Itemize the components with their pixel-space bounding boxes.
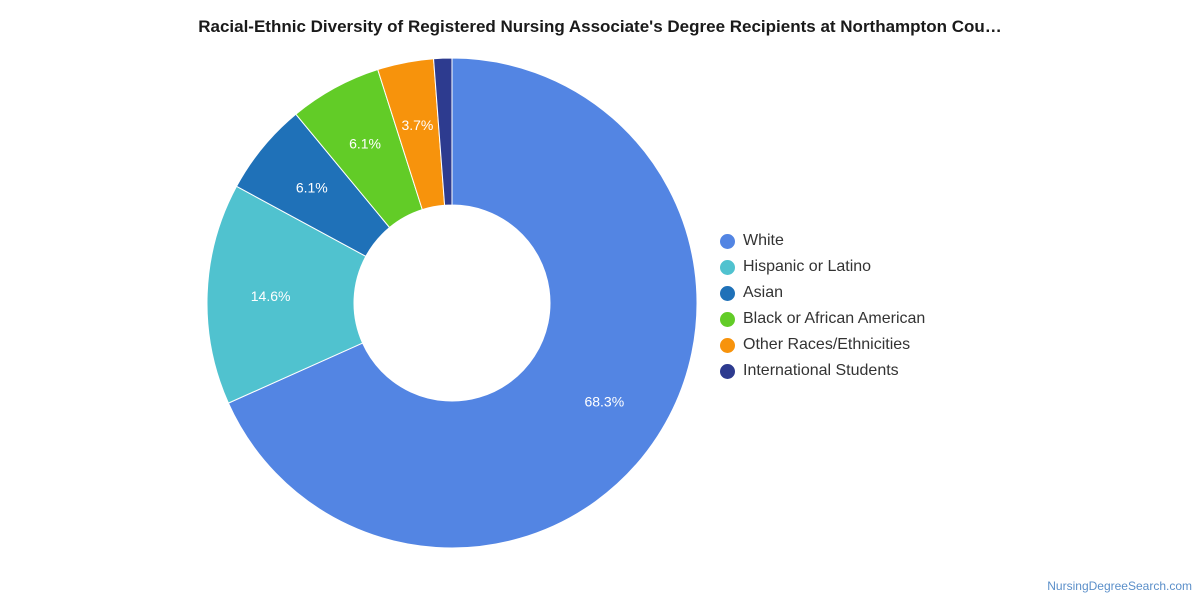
legend-dot-icon: [720, 233, 735, 249]
slice-white[interactable]: [227, 57, 698, 549]
legend-label: Black or African American: [743, 310, 926, 327]
legend-label: Asian: [743, 284, 784, 301]
legend-item[interactable]: White: [720, 228, 925, 254]
legend-dot-icon: [720, 311, 735, 327]
slice-international-students[interactable]: [433, 57, 453, 206]
legend-item[interactable]: Black or African American: [720, 306, 925, 332]
slice-hispanic-or-latino[interactable]: [206, 185, 367, 404]
legend-dot-icon: [720, 285, 735, 301]
legend-label: Other Races/Ethnicities: [743, 336, 911, 353]
legend-item[interactable]: Other Races/Ethnicities: [720, 332, 925, 358]
legend-item[interactable]: Hispanic or Latino: [720, 254, 925, 280]
legend-label: International Students: [743, 362, 899, 379]
slice-label: 3.7%: [401, 117, 433, 133]
chart-legend: White Hispanic or Latino Asian Black or Afr…: [720, 228, 925, 384]
legend-label: White: [743, 232, 784, 249]
chart-title: Racial-Ethnic Diversity of Registered Nu…: [198, 17, 1002, 36]
slice-label: 14.6%: [251, 288, 291, 304]
legend-item[interactable]: Asian: [720, 280, 925, 306]
slice-label: 68.3%: [584, 394, 624, 410]
legend-dot-icon: [720, 363, 735, 379]
legend-dot-icon: [720, 259, 735, 275]
site-credit[interactable]: NursingDegreeSearch.com: [1047, 579, 1192, 593]
slice-label: 6.1%: [349, 136, 381, 152]
legend-dot-icon: [720, 337, 735, 353]
slice-label: 6.1%: [296, 180, 328, 196]
legend-item[interactable]: International Students: [720, 358, 925, 384]
legend-label: Hispanic or Latino: [743, 258, 872, 275]
